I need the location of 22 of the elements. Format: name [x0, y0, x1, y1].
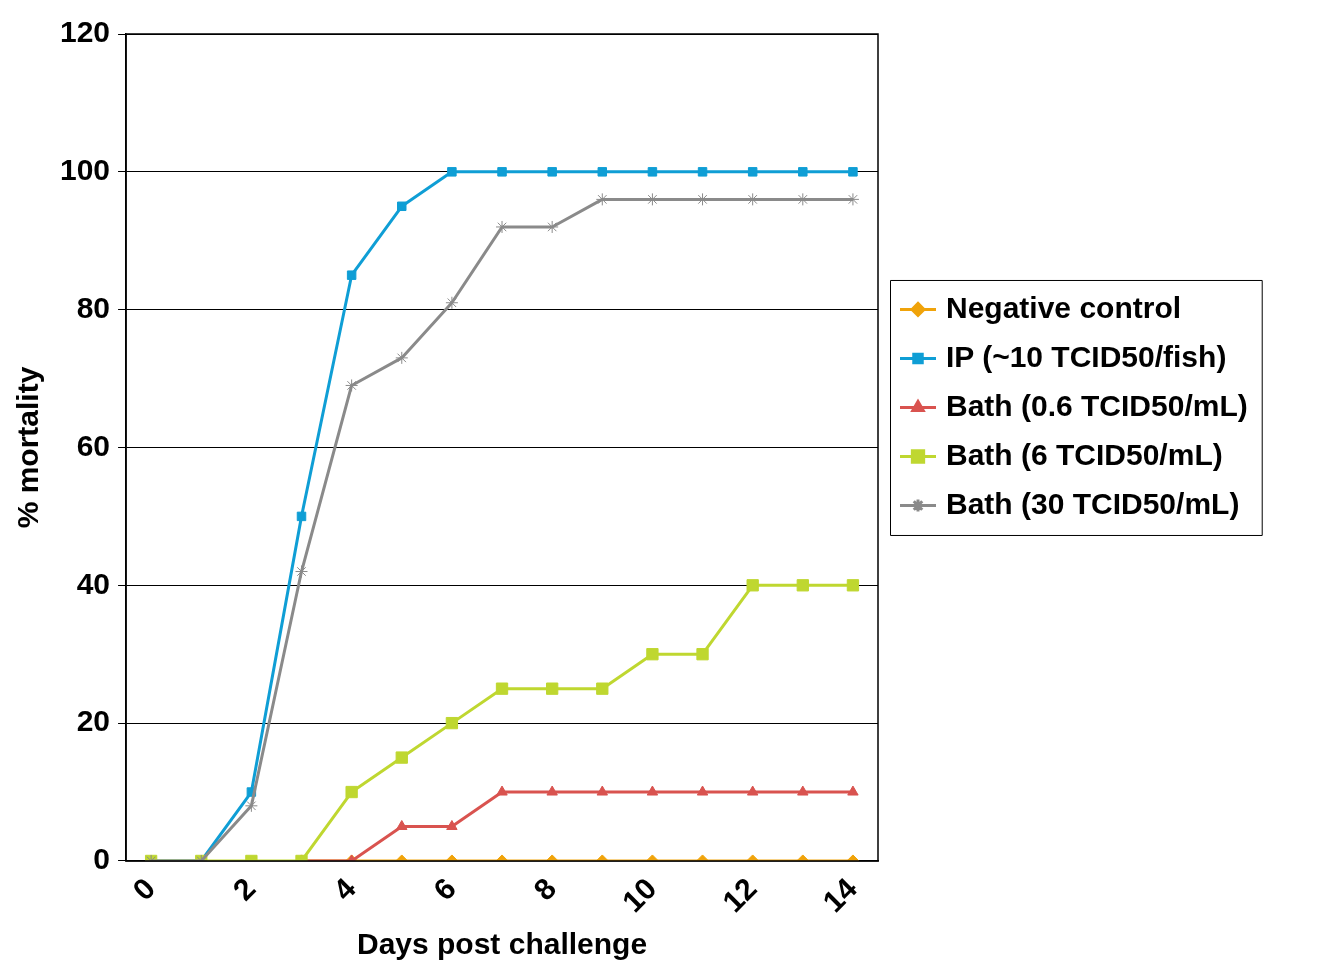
x-tick-label: 12 [715, 871, 763, 919]
x-tick-label: 4 [326, 871, 362, 907]
x-tick-label: 10 [615, 871, 663, 919]
y-tick-label: 0 [93, 842, 111, 876]
x-tick-label: 0 [126, 871, 162, 907]
legend-label: IP (~10 TCID50/fish) [946, 339, 1227, 373]
y-axis-title: % mortality [11, 366, 45, 529]
y-tick-label: 40 [76, 566, 111, 600]
y-tick-label: 20 [76, 704, 111, 738]
legend-label: Bath (30 TCID50/mL) [946, 486, 1240, 520]
y-tick-label: 100 [59, 153, 111, 187]
legend-label: Bath (6 TCID50/mL) [946, 437, 1223, 471]
x-tick-label: 8 [527, 871, 563, 907]
x-axis-title: Days post challenge [356, 927, 648, 961]
legend-label: Negative control [946, 290, 1182, 324]
x-tick-label: 2 [226, 871, 262, 907]
y-tick-label: 60 [76, 428, 111, 462]
legend-label: Bath (0.6 TCID50/mL) [946, 388, 1248, 422]
y-tick-label: 80 [76, 290, 111, 324]
x-tick-label: 14 [816, 871, 864, 919]
x-tick-label: 6 [426, 871, 462, 907]
y-tick-label: 120 [59, 15, 111, 49]
